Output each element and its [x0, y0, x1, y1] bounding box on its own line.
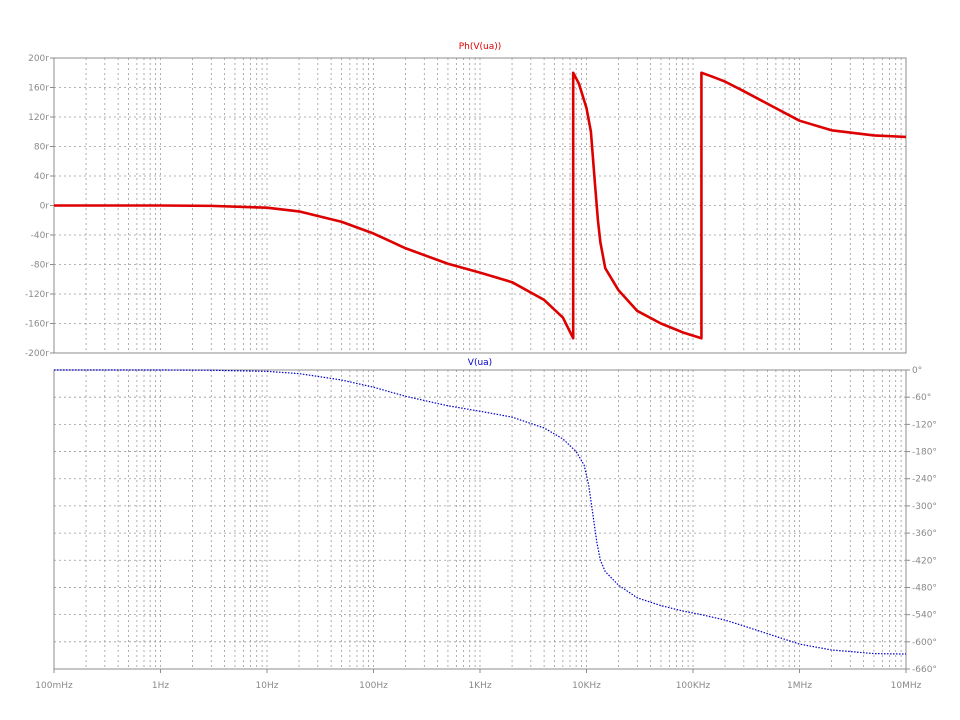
- y-tick-label: 40r: [34, 172, 49, 182]
- x-tick-label: 10MHz: [891, 681, 922, 691]
- y-tick-label: -120°: [912, 420, 937, 430]
- y-tick-label: 0r: [40, 202, 50, 212]
- y-tick-label: -240°: [912, 475, 937, 485]
- grid: [54, 58, 906, 353]
- chart-title: V(ua): [468, 358, 492, 368]
- y-tick-label: -300°: [912, 502, 937, 512]
- y-tick-label: -80r: [31, 261, 50, 271]
- y-tick-label: 200r: [28, 54, 49, 64]
- y-tick-label: -180°: [912, 448, 937, 458]
- y-tick-label: 160r: [28, 84, 49, 94]
- y-tick-label: -60°: [912, 393, 931, 403]
- y-tick-label: -480°: [912, 583, 937, 593]
- x-tick-label: 100Hz: [359, 681, 388, 691]
- x-tick-label: 100mHz: [35, 681, 73, 691]
- x-tick-label: 1MHz: [787, 681, 812, 691]
- series-line: [54, 369, 907, 655]
- x-tick-label: 10Hz: [256, 681, 279, 691]
- x-tick-label: 10KHz: [572, 681, 601, 691]
- y-tick-label: 0°: [912, 366, 922, 376]
- y-tick-label: -120r: [25, 290, 49, 300]
- phase-panel-top: -200r -160r -120r -80r -40r 0r 40r 80r 120r 160r 2…: [25, 42, 907, 359]
- y-tick-label: -40r: [31, 231, 50, 241]
- y-tick-label: -200r: [25, 349, 49, 359]
- y-tick-label: 120r: [28, 113, 49, 123]
- series-line: [54, 71, 907, 340]
- y-tick-label: 80r: [34, 143, 49, 153]
- x-tick-label: 100KHz: [676, 681, 711, 691]
- y-tick-label: -420°: [912, 556, 937, 566]
- plot-frame: [53, 369, 907, 670]
- y-tick-label: -600°: [912, 638, 937, 648]
- chart-title: Ph(V(ua)): [459, 42, 502, 52]
- y-tick-label: -160r: [25, 320, 49, 330]
- x-tick-label: 1Hz: [152, 681, 169, 691]
- grid: [54, 370, 906, 669]
- y-tick-label: -660°: [912, 665, 937, 675]
- y-tick-label: -540°: [912, 611, 937, 621]
- y-tick-label: -360°: [912, 529, 937, 539]
- phase-panel-bottom: 0° -60° -120° -180° -240° -300° -360° -420° -480…: [35, 358, 937, 691]
- x-tick-label: 1KHz: [468, 681, 491, 691]
